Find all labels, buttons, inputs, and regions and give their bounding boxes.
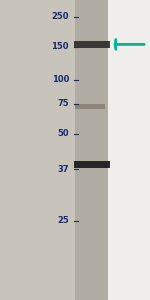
Text: 25: 25	[57, 216, 69, 225]
Text: 250: 250	[51, 12, 69, 21]
Text: 150: 150	[51, 42, 69, 51]
Text: 50: 50	[57, 129, 69, 138]
Bar	[75, 104, 105, 109]
Bar	[75, 0, 150, 300]
Bar	[0, 0, 75, 300]
Bar	[74, 41, 110, 48]
Bar	[74, 160, 110, 168]
Text: 37: 37	[57, 165, 69, 174]
Text: 100: 100	[52, 75, 69, 84]
Bar	[75, 0, 108, 300]
Text: 75: 75	[57, 99, 69, 108]
